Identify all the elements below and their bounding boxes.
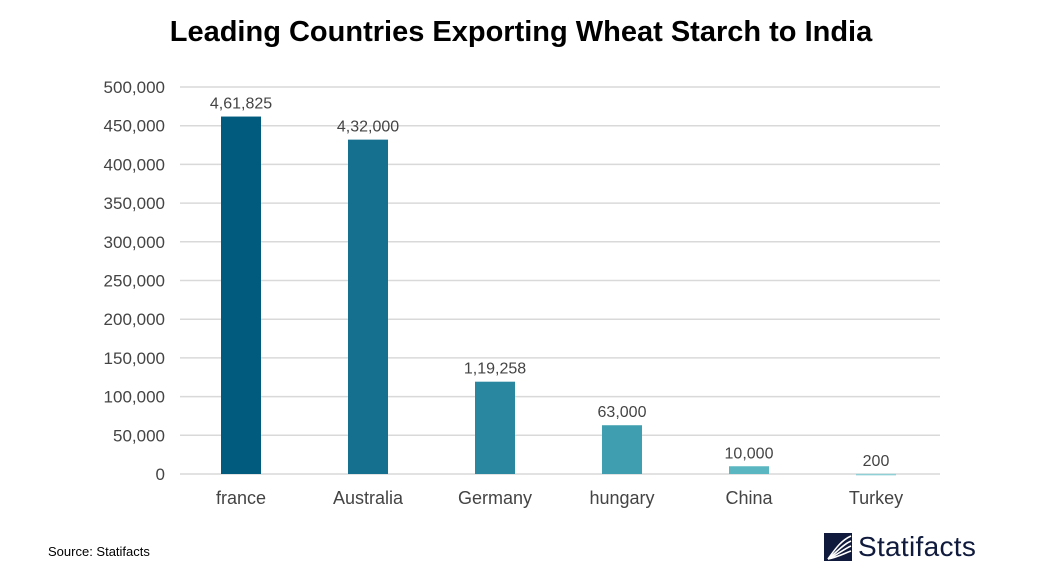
x-tick-label: Australia: [333, 488, 404, 508]
bar-australia: [348, 139, 388, 474]
logo-text: Statifacts: [858, 531, 977, 562]
bar-china: [729, 466, 769, 474]
chart-title: Leading Countries Exporting Wheat Starch…: [169, 16, 873, 48]
data-label: 4,32,000: [337, 119, 399, 136]
data-label: 4,61,825: [210, 96, 272, 113]
x-tick-label: hungary: [589, 488, 654, 508]
y-tick-label: 250,000: [104, 272, 165, 291]
source-note: Source: Statifacts: [48, 544, 150, 559]
y-tick-label: 100,000: [104, 388, 165, 407]
data-label: 63,000: [598, 404, 647, 421]
y-tick-label: 350,000: [104, 194, 165, 213]
statifacts-logo-icon: [824, 533, 852, 561]
x-tick-label: Germany: [458, 488, 532, 508]
bar-germany: [475, 381, 515, 474]
data-label: 200: [863, 453, 890, 470]
bar-turkey: [856, 473, 896, 476]
y-tick-label: 300,000: [104, 233, 165, 252]
y-tick-label: 50,000: [113, 426, 165, 445]
statifacts-logo: Statifacts: [824, 531, 976, 563]
x-tick-label: Turkey: [849, 488, 903, 508]
bar-france: [221, 116, 261, 474]
y-tick-label: 200,000: [104, 310, 165, 329]
data-label: 10,000: [725, 445, 774, 462]
x-tick-label: france: [216, 488, 266, 508]
bar-hungary: [602, 425, 642, 474]
y-tick-label: 450,000: [104, 117, 165, 136]
x-tick-label: China: [725, 488, 773, 508]
y-tick-label: 400,000: [104, 155, 165, 174]
data-label: 1,19,258: [464, 361, 526, 378]
y-tick-label: 0: [156, 465, 165, 484]
y-tick-label: 150,000: [104, 349, 165, 368]
y-tick-label: 500,000: [104, 78, 165, 97]
